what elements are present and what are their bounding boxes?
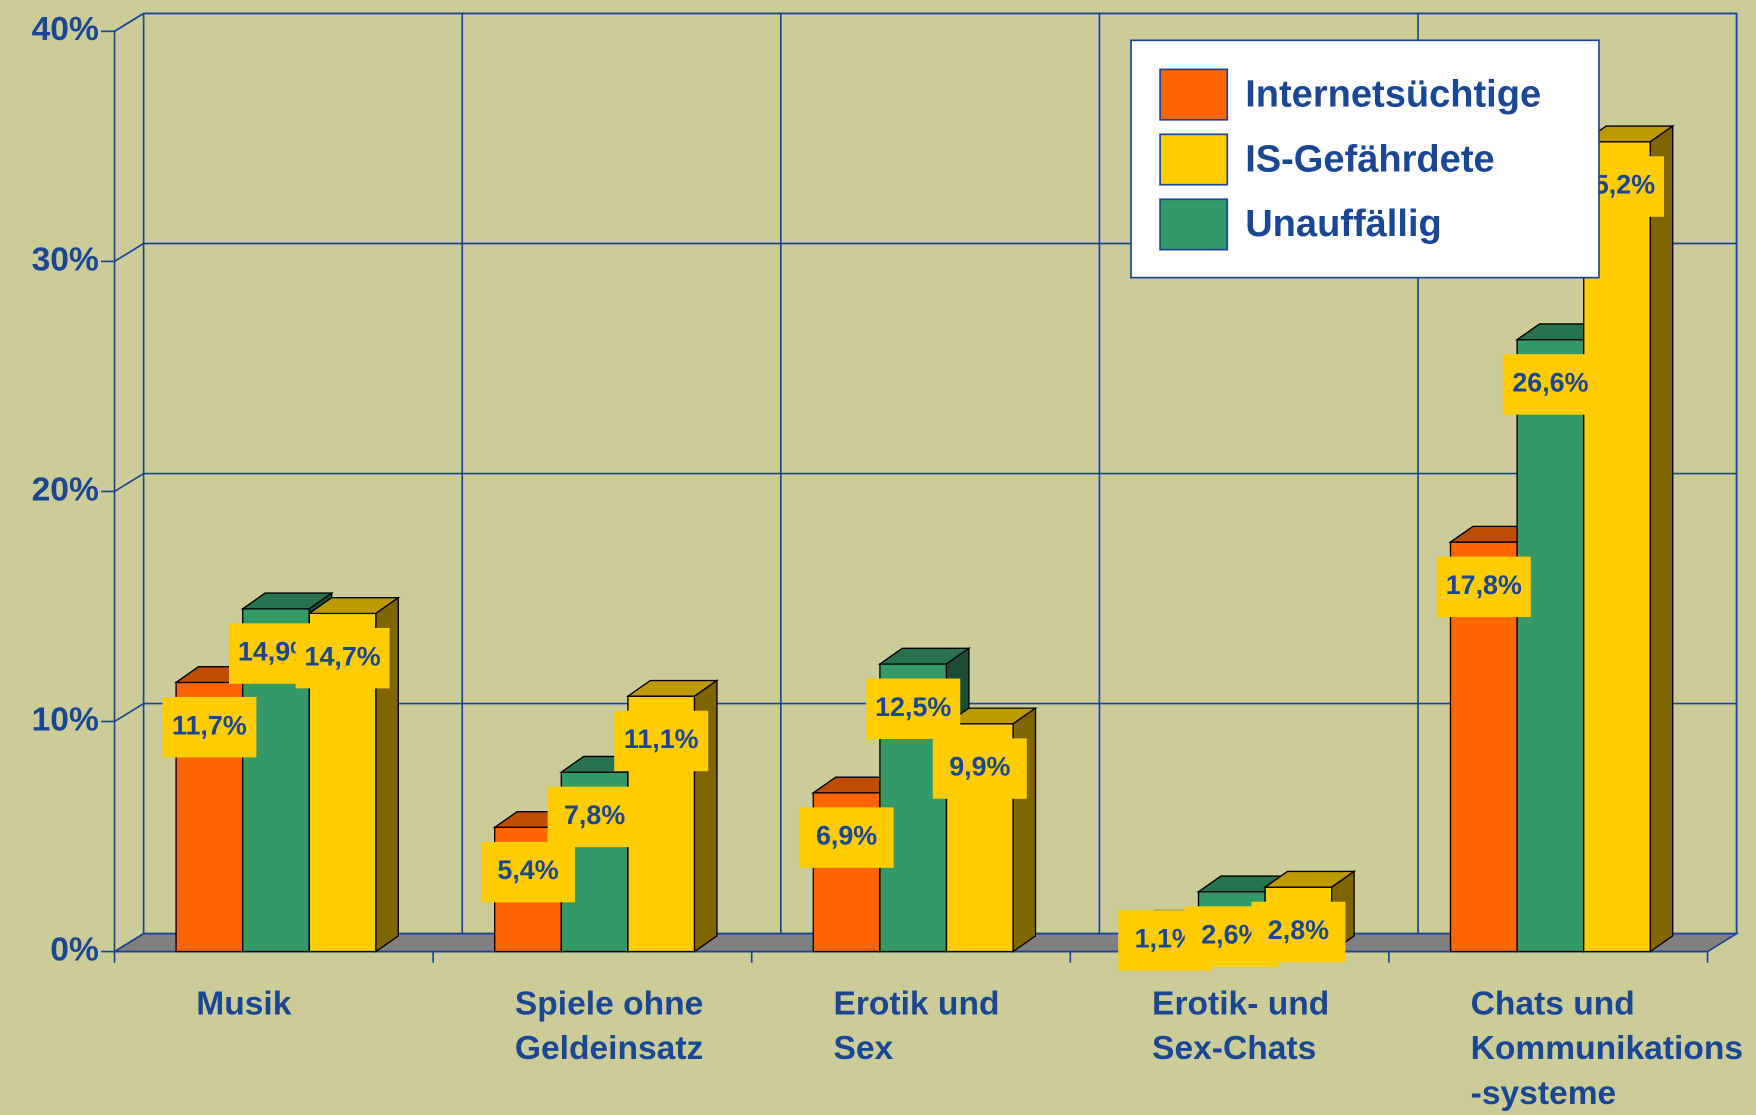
legend-swatch [1159, 68, 1229, 121]
value-label-box [799, 807, 894, 868]
bar [1516, 338, 1585, 953]
x-tick-label-line: -systeme [1471, 1075, 1617, 1112]
x-tick-label-line: Geldeinsatz [515, 1030, 703, 1067]
value-label-box [547, 786, 642, 848]
legend-swatch [1159, 133, 1229, 186]
x-tick-label-line: Chats und [1471, 985, 1635, 1022]
x-tick-label: Chats und Kommunikations -systeme [1471, 985, 1743, 1112]
x-tick-label: Musik [196, 985, 291, 1022]
x-tick-label-line: Kommunikations [1471, 1030, 1743, 1067]
x-tick-label: Erotik und Sex [833, 985, 999, 1067]
legend-label: Unauffällig [1245, 203, 1442, 245]
x-tick-label-line: Erotik und [833, 985, 999, 1022]
value-label-box [1436, 556, 1531, 618]
value-label: 5,4% [497, 855, 558, 885]
value-label-box [295, 627, 390, 689]
legend-label: IS-Gefährdete [1245, 138, 1494, 180]
value-label: 12,5% [875, 692, 951, 722]
value-label: 11,7% [172, 710, 247, 740]
value-label-box [480, 841, 576, 903]
legend-swatch [1159, 198, 1229, 251]
x-tick-label-line: Erotik- und [1152, 985, 1329, 1022]
value-label-box [1503, 354, 1598, 415]
x-tick-label-line: Sex-Chats [1152, 1030, 1316, 1067]
grid-line [114, 472, 1737, 493]
x-tick-label-line: Musik [196, 985, 291, 1022]
bar-side [1649, 124, 1674, 953]
x-tick-label-line: Sex [833, 1030, 893, 1067]
value-label-box [866, 678, 961, 739]
y-tick-label: 20% [32, 471, 99, 508]
x-tick-label: Erotik- und Sex-Chats [1152, 985, 1329, 1067]
x-tick-label: Spiele ohne Geldeinsatz [515, 985, 703, 1067]
value-label: 17,8% [1446, 570, 1522, 600]
legend-label: Internetsüchtige [1245, 73, 1541, 115]
y-tick-label: 30% [32, 241, 99, 278]
value-label-box [162, 696, 257, 758]
value-label: 9,9% [949, 752, 1010, 782]
y-tick-label: 40% [32, 11, 99, 48]
value-label-box [1251, 901, 1346, 963]
grid-line [114, 702, 1737, 723]
value-label-box [932, 738, 1027, 799]
value-label: 11,1% [624, 724, 699, 754]
y-tick-label: 0% [50, 931, 99, 968]
value-label: 6,9% [816, 821, 877, 851]
x-tick-label-line: Spiele ohne [515, 985, 703, 1022]
value-label: 14,7% [305, 641, 381, 671]
value-label: 2,8% [1268, 915, 1329, 945]
value-label: 7,8% [564, 800, 625, 830]
value-label-box [614, 710, 709, 772]
value-label: 26,6% [1512, 367, 1588, 397]
y-tick-label: 10% [32, 701, 99, 738]
grid-line [114, 12, 1737, 33]
